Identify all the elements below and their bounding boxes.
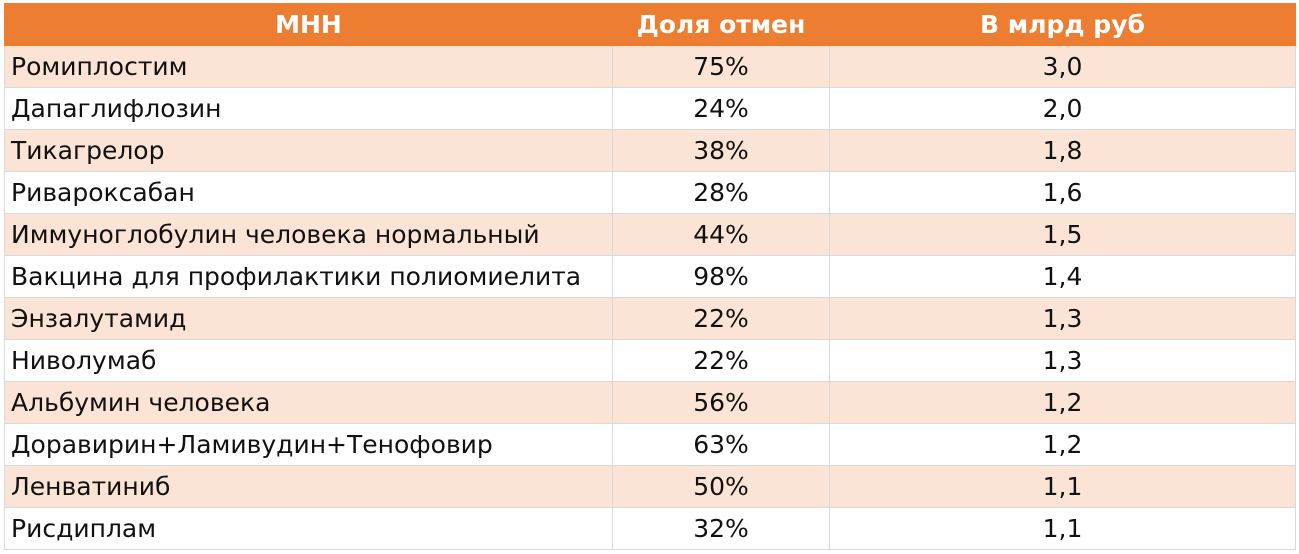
table-header-row: МНН Доля отмен В млрд руб [4,3,1296,46]
cell-billion-rub: 1,6 [829,171,1296,214]
table-row: Ленватиниб 50% 1,1 [4,465,1296,508]
cell-billion-rub: 1,4 [829,255,1296,298]
drug-cancellation-table: МНН Доля отмен В млрд руб Ромиплостим 75%… [4,3,1296,550]
cell-cancellation-share: 28% [612,171,830,214]
cell-billion-rub: 1,1 [829,507,1296,550]
cell-inn: Тикагрелор [4,129,613,172]
cell-inn: Ривароксабан [4,171,613,214]
header-inn: МНН [4,3,613,46]
cell-inn: Доравирин+Ламивудин+Тенофовир [4,423,613,466]
drug-cancellation-table-container: МНН Доля отмен В млрд руб Ромиплостим 75%… [4,3,1296,550]
table-row: Доравирин+Ламивудин+Тенофовир 63% 1,2 [4,423,1296,466]
cell-cancellation-share: 22% [612,339,830,382]
cell-billion-rub: 1,2 [829,381,1296,424]
cell-cancellation-share: 56% [612,381,830,424]
table-row: Ниволумаб 22% 1,3 [4,339,1296,382]
cell-billion-rub: 1,8 [829,129,1296,172]
cell-cancellation-share: 24% [612,87,830,130]
cell-inn: Альбумин человека [4,381,613,424]
cell-cancellation-share: 44% [612,213,830,256]
header-billion-rub: В млрд руб [829,3,1296,46]
cell-billion-rub: 3,0 [829,45,1296,88]
cell-cancellation-share: 32% [612,507,830,550]
cell-inn: Ромиплостим [4,45,613,88]
cell-cancellation-share: 22% [612,297,830,340]
cell-cancellation-share: 50% [612,465,830,508]
table-row: Дапаглифлозин 24% 2,0 [4,87,1296,130]
cell-inn: Рисдиплам [4,507,613,550]
header-cancellation-share: Доля отмен [612,3,830,46]
cell-inn: Иммуноглобулин человека нормальный [4,213,613,256]
cell-inn: Дапаглифлозин [4,87,613,130]
cell-billion-rub: 1,5 [829,213,1296,256]
table-body: Ромиплостим 75% 3,0 Дапаглифлозин 24% 2,0 Тика… [4,45,1296,550]
table-row: Иммуноглобулин человека нормальный 44% 1,5 [4,213,1296,256]
cell-inn: Энзалутамид [4,297,613,340]
table-row: Альбумин человека 56% 1,2 [4,381,1296,424]
table-row: Тикагрелор 38% 1,8 [4,129,1296,172]
cell-inn: Ниволумаб [4,339,613,382]
table-row: Ромиплостим 75% 3,0 [4,45,1296,88]
cell-cancellation-share: 75% [612,45,830,88]
cell-billion-rub: 1,1 [829,465,1296,508]
table-row: Энзалутамид 22% 1,3 [4,297,1296,340]
table-row: Вакцина для профилактики полиомиелита 98%… [4,255,1296,298]
cell-billion-rub: 1,2 [829,423,1296,466]
cell-cancellation-share: 38% [612,129,830,172]
table-row: Рисдиплам 32% 1,1 [4,507,1296,550]
cell-cancellation-share: 98% [612,255,830,298]
cell-billion-rub: 2,0 [829,87,1296,130]
cell-inn: Ленватиниб [4,465,613,508]
cell-cancellation-share: 63% [612,423,830,466]
cell-billion-rub: 1,3 [829,339,1296,382]
cell-billion-rub: 1,3 [829,297,1296,340]
cell-inn: Вакцина для профилактики полиомиелита [4,255,613,298]
table-row: Ривароксабан 28% 1,6 [4,171,1296,214]
